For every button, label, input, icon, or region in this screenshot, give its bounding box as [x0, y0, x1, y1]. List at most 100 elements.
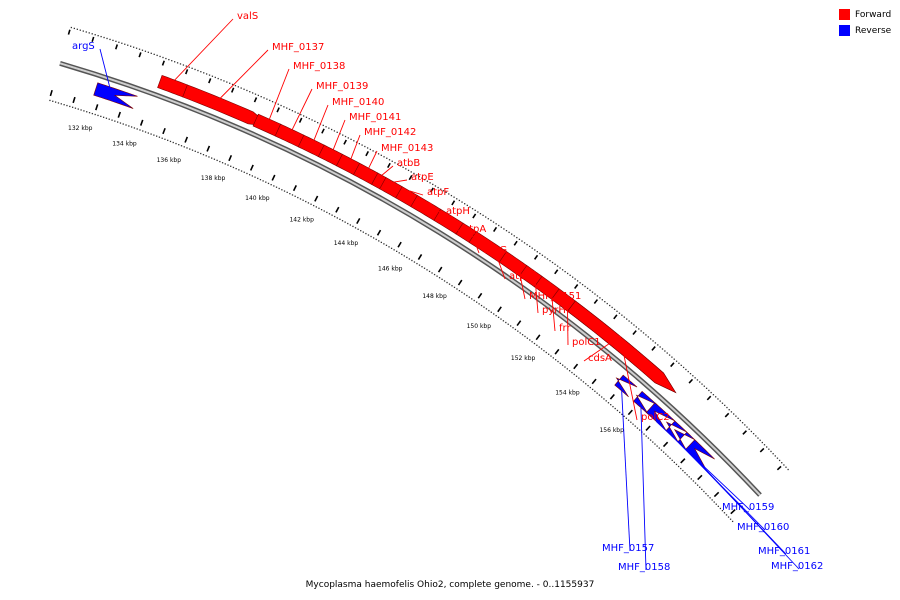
outer-dash [493, 226, 498, 232]
outer-dot [642, 332, 645, 334]
outer-dot [138, 48, 141, 50]
outer-dot [124, 43, 126, 45]
gene-mhf-0160-label: MHF_0160 [737, 522, 789, 533]
gene-mhf-0158-shape[interactable] [633, 390, 658, 415]
ruler-dot [114, 120, 116, 122]
outer-dot [755, 435, 757, 437]
ruler-dot [731, 520, 734, 523]
outer-dot [288, 108, 291, 111]
ruler-dot [665, 453, 667, 455]
outer-dot [205, 73, 208, 75]
gene-pyrh-label: pyrH [542, 305, 566, 316]
outer-dot [606, 302, 608, 305]
inner-dash [457, 279, 463, 286]
ruler-dot [500, 318, 502, 320]
ruler-dot [69, 105, 71, 108]
outer-dot [621, 314, 623, 316]
ruler-dot [652, 441, 654, 443]
outer-dot [576, 280, 579, 282]
outer-dot [569, 274, 571, 276]
outer-dot [466, 204, 468, 207]
outer-dot [726, 406, 728, 409]
outer-dot [380, 154, 382, 156]
inner-dash [680, 458, 686, 464]
outer-dash [742, 430, 747, 435]
outer-dot [229, 82, 231, 84]
outer-dot [744, 424, 746, 426]
outer-dash [321, 128, 325, 134]
outer-dot [415, 174, 418, 176]
ruler-dot [729, 518, 732, 520]
outer-dot [719, 400, 721, 402]
ruler-dot [667, 455, 669, 457]
outer-dot [217, 77, 219, 80]
outer-dash [724, 412, 730, 418]
ruler-dot [360, 230, 362, 232]
outer-dash [230, 87, 235, 93]
outer-dot [100, 35, 102, 38]
ruler-dot [63, 104, 65, 106]
outer-dot [305, 116, 308, 118]
outer-dot [772, 453, 774, 455]
gene-args-label: argS [72, 41, 95, 52]
tick-label: 150 kbp [467, 323, 492, 330]
gene-mhf-0157-shape[interactable] [614, 374, 638, 398]
outer-dot [372, 150, 374, 152]
gene-polc1-label: polC1 [572, 337, 601, 348]
ruler-dot [725, 514, 728, 516]
outer-dot [130, 45, 132, 47]
outer-dot [269, 99, 271, 102]
outer-dot [596, 295, 599, 297]
gene-mhf-0137-label: MHF_0137 [272, 42, 324, 53]
outer-dot [410, 171, 412, 173]
outer-dot [513, 235, 515, 237]
outer-dot [778, 459, 781, 462]
ruler-dot [74, 107, 77, 109]
outer-dot [766, 446, 768, 448]
inner-dash [206, 145, 211, 152]
gene-args-shape[interactable] [93, 82, 138, 109]
ruler-dot [172, 141, 174, 144]
inner-dash [95, 104, 99, 111]
ruler-dot [334, 215, 336, 218]
ruler-dot [686, 474, 688, 476]
inner-dash [713, 491, 720, 498]
ruler-dot [601, 396, 603, 398]
gene-mhf-0141-connector [332, 119, 346, 150]
gene-polc2-shape[interactable] [567, 300, 677, 394]
outer-dot [715, 396, 717, 398]
gene-mhf-0159-shape[interactable] [645, 402, 676, 431]
ruler-dot [362, 231, 364, 233]
ruler-dot [428, 270, 431, 273]
ruler-dot [578, 377, 580, 379]
ruler-dot [517, 330, 519, 332]
tick-label: 156 kbp [599, 427, 624, 434]
outer-dot [70, 26, 73, 29]
ruler-dot [671, 459, 673, 461]
outer-dot [79, 29, 81, 31]
ruler-dot [436, 275, 438, 277]
ruler-dot [699, 486, 701, 488]
outer-dot [377, 153, 380, 155]
ruler-dot [701, 488, 703, 491]
ruler-dot [186, 147, 188, 149]
outer-dot [717, 398, 719, 400]
inner-dash [49, 89, 53, 97]
ruler-dot [571, 371, 573, 374]
outer-dot [300, 113, 302, 116]
ruler-dot [54, 101, 57, 103]
outer-dot [680, 364, 682, 367]
ruler-dot [490, 311, 492, 313]
ruler-dot [656, 445, 658, 447]
ruler-dot [305, 200, 307, 203]
ruler-dot [466, 294, 468, 297]
ruler-dot [147, 132, 149, 134]
outer-dot [594, 293, 596, 295]
outer-dot [763, 444, 766, 446]
ruler-dot [328, 213, 331, 215]
outer-dot [495, 223, 497, 225]
outer-dot [741, 422, 744, 424]
gene-mhf-0140-label: MHF_0140 [332, 97, 384, 108]
ruler-dot [519, 332, 521, 334]
outer-dot [503, 228, 505, 230]
